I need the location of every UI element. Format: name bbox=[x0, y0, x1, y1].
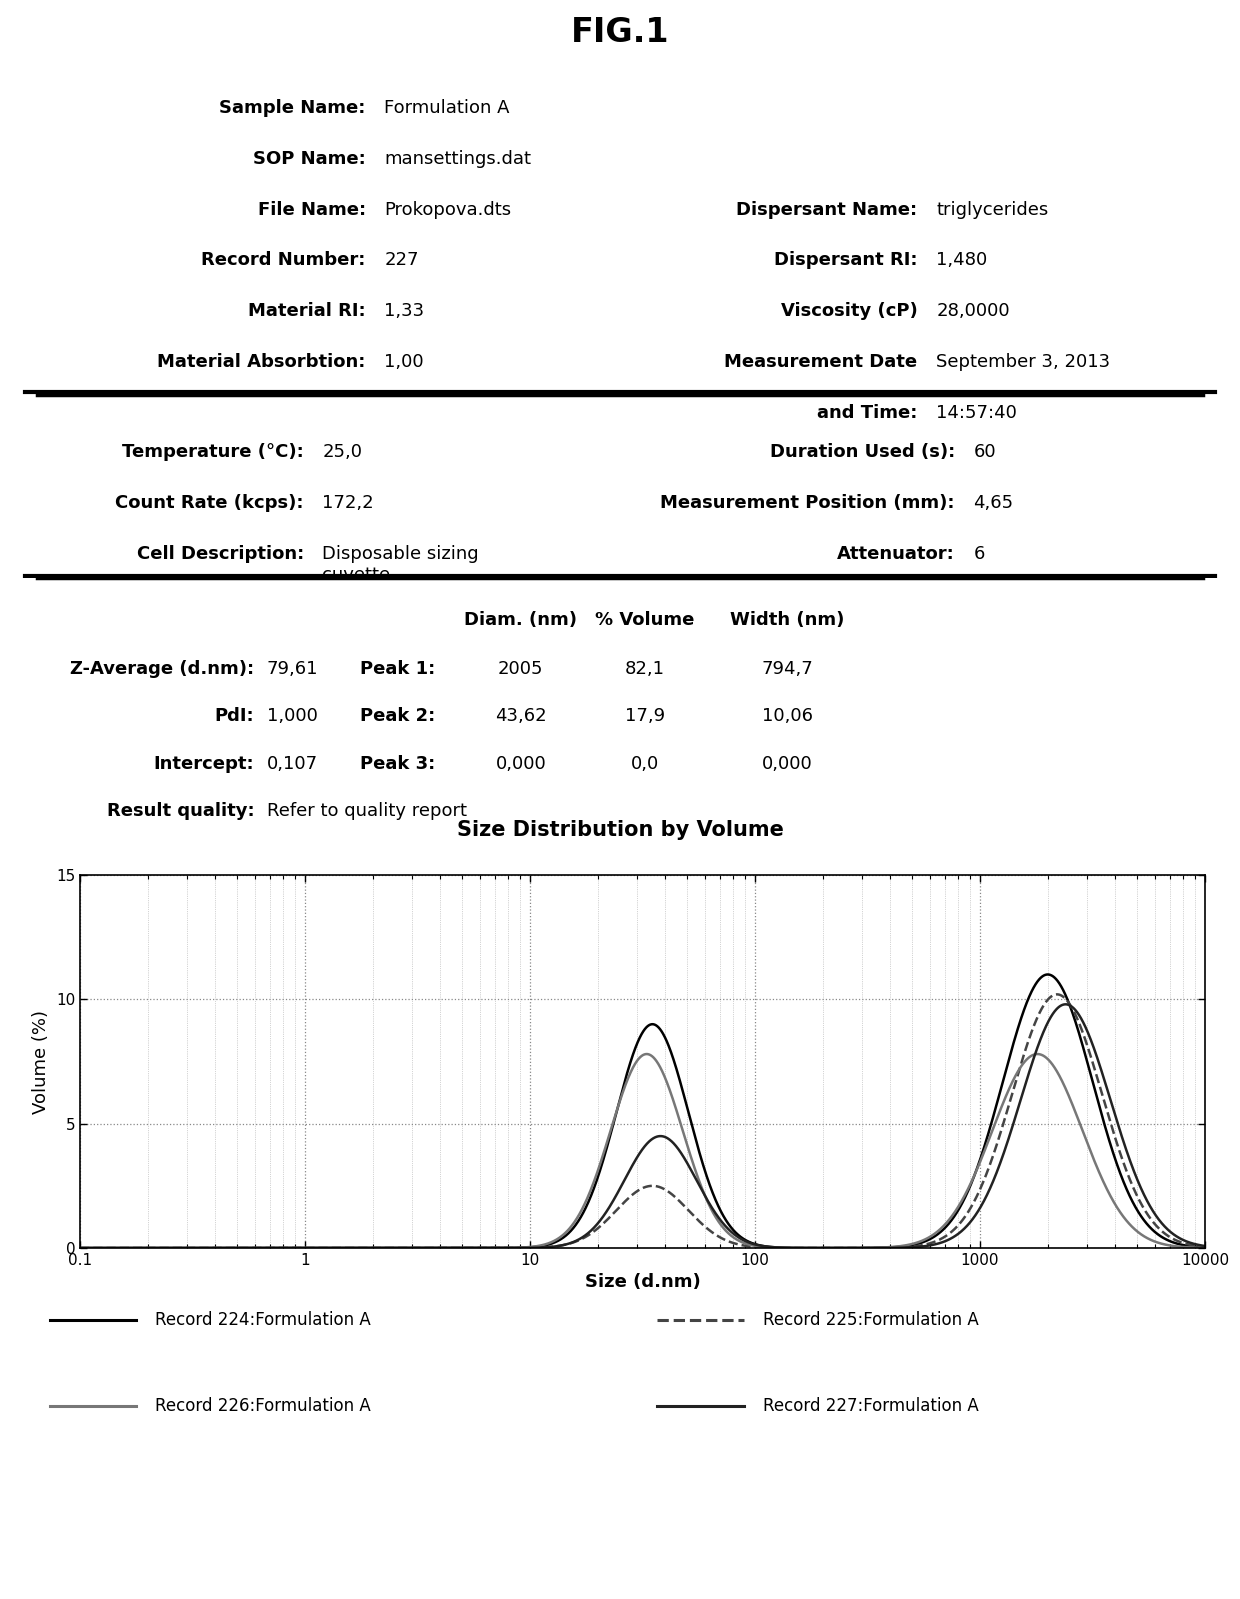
Text: Diam. (nm): Diam. (nm) bbox=[464, 611, 578, 628]
Text: Dispersant RI:: Dispersant RI: bbox=[774, 251, 918, 269]
Text: 172,2: 172,2 bbox=[322, 494, 374, 512]
Text: Material RI:: Material RI: bbox=[248, 302, 366, 320]
Text: % Volume: % Volume bbox=[595, 611, 694, 628]
Text: 4,65: 4,65 bbox=[973, 494, 1013, 512]
Text: PdI:: PdI: bbox=[215, 707, 254, 726]
Text: and Time:: and Time: bbox=[817, 405, 918, 422]
Text: September 3, 2013: September 3, 2013 bbox=[936, 353, 1110, 371]
Text: 0,107: 0,107 bbox=[267, 755, 317, 772]
Text: Dispersant Name:: Dispersant Name: bbox=[737, 200, 918, 219]
Text: 1,480: 1,480 bbox=[936, 251, 987, 269]
Y-axis label: Volume (%): Volume (%) bbox=[32, 1009, 51, 1113]
Text: Intercept:: Intercept: bbox=[154, 755, 254, 772]
Text: Peak 3:: Peak 3: bbox=[360, 755, 435, 772]
X-axis label: Size (d.nm): Size (d.nm) bbox=[584, 1273, 701, 1292]
Text: Material Absorbtion:: Material Absorbtion: bbox=[157, 353, 366, 371]
Text: Sample Name:: Sample Name: bbox=[219, 99, 366, 117]
Text: 17,9: 17,9 bbox=[625, 707, 665, 726]
Text: Z-Average (d.nm):: Z-Average (d.nm): bbox=[71, 660, 254, 678]
Text: 28,0000: 28,0000 bbox=[936, 302, 1009, 320]
Text: 2005: 2005 bbox=[498, 660, 543, 678]
Text: 0,000: 0,000 bbox=[496, 755, 546, 772]
Text: 1,00: 1,00 bbox=[384, 353, 424, 371]
Text: 794,7: 794,7 bbox=[761, 660, 813, 678]
Text: Record 224:Formulation A: Record 224:Formulation A bbox=[155, 1311, 371, 1329]
Text: 79,61: 79,61 bbox=[267, 660, 319, 678]
Text: FIG.1: FIG.1 bbox=[570, 16, 670, 50]
Text: 82,1: 82,1 bbox=[625, 660, 665, 678]
Text: Record 225:Formulation A: Record 225:Formulation A bbox=[763, 1311, 978, 1329]
Text: Peak 1:: Peak 1: bbox=[360, 660, 435, 678]
Text: 10,06: 10,06 bbox=[761, 707, 813, 726]
Text: Viscosity (cP): Viscosity (cP) bbox=[781, 302, 918, 320]
Text: Size Distribution by Volume: Size Distribution by Volume bbox=[456, 820, 784, 839]
Text: Duration Used (s):: Duration Used (s): bbox=[770, 443, 955, 461]
Text: File Name:: File Name: bbox=[258, 200, 366, 219]
Text: 0,0: 0,0 bbox=[631, 755, 658, 772]
Text: Record 226:Formulation A: Record 226:Formulation A bbox=[155, 1396, 371, 1415]
Text: 1,000: 1,000 bbox=[267, 707, 317, 726]
Text: Cell Description:: Cell Description: bbox=[136, 545, 304, 563]
Text: Width (nm): Width (nm) bbox=[730, 611, 844, 628]
Text: Measurement Date: Measurement Date bbox=[724, 353, 918, 371]
Text: Record Number:: Record Number: bbox=[201, 251, 366, 269]
Text: 227: 227 bbox=[384, 251, 419, 269]
Text: SOP Name:: SOP Name: bbox=[253, 150, 366, 168]
Text: 43,62: 43,62 bbox=[495, 707, 547, 726]
Text: 60: 60 bbox=[973, 443, 996, 461]
Text: Peak 2:: Peak 2: bbox=[360, 707, 435, 726]
Text: triglycerides: triglycerides bbox=[936, 200, 1049, 219]
Text: Count Rate (kcps):: Count Rate (kcps): bbox=[115, 494, 304, 512]
Text: mansettings.dat: mansettings.dat bbox=[384, 150, 532, 168]
Text: Disposable sizing
cuvette: Disposable sizing cuvette bbox=[322, 545, 479, 584]
Text: Result quality:: Result quality: bbox=[107, 803, 254, 820]
Text: Refer to quality report: Refer to quality report bbox=[267, 803, 466, 820]
Text: 1,33: 1,33 bbox=[384, 302, 424, 320]
Text: Attenuator:: Attenuator: bbox=[837, 545, 955, 563]
Text: 25,0: 25,0 bbox=[322, 443, 362, 461]
Text: Record 227:Formulation A: Record 227:Formulation A bbox=[763, 1396, 978, 1415]
Text: Formulation A: Formulation A bbox=[384, 99, 510, 117]
Text: Prokopova.dts: Prokopova.dts bbox=[384, 200, 512, 219]
Text: 6: 6 bbox=[973, 545, 985, 563]
Text: 0,000: 0,000 bbox=[763, 755, 812, 772]
Text: Temperature (°C):: Temperature (°C): bbox=[122, 443, 304, 461]
Text: 14:57:40: 14:57:40 bbox=[936, 405, 1017, 422]
Text: Measurement Position (mm):: Measurement Position (mm): bbox=[661, 494, 955, 512]
